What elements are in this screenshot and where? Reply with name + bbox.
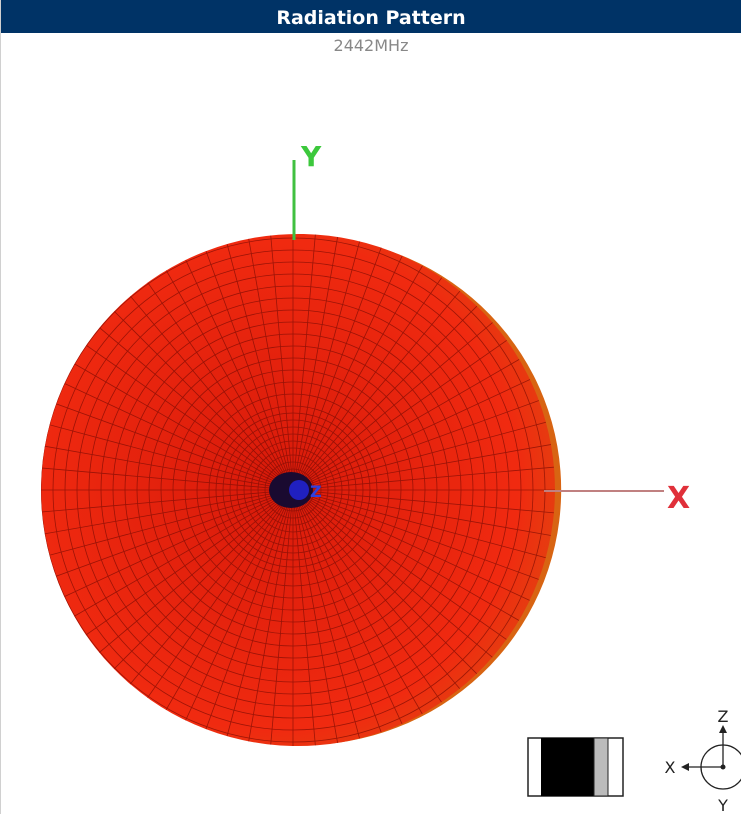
y-axis-label: Y: [300, 140, 322, 173]
z-axis-label: Z: [310, 482, 322, 501]
x-axis-label: X: [667, 481, 690, 516]
orientation-x-label: X: [665, 758, 676, 777]
header-title: Radiation Pattern: [1, 0, 741, 33]
component-body: [541, 738, 594, 796]
z-axis-tip: [289, 480, 309, 500]
orientation-z-label: Z: [718, 707, 729, 726]
component-mark: [593, 737, 609, 797]
orientation-y-label: Y: [717, 796, 728, 814]
orientation-z-head: [719, 725, 727, 733]
orientation-x-head: [681, 763, 689, 771]
subtitle: 2442MHz: [333, 36, 409, 55]
